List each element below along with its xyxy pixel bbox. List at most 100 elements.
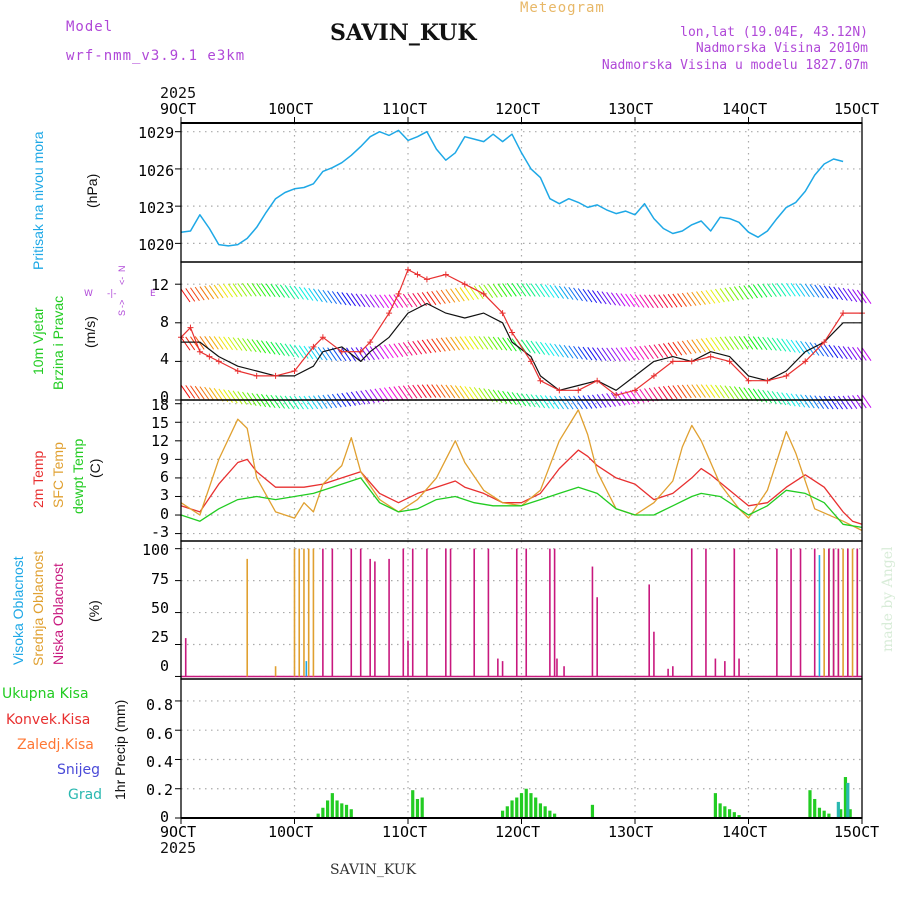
wind-gust-marker xyxy=(461,281,468,288)
wind-flag xyxy=(185,336,196,351)
date-bottom-4: 13OCT xyxy=(608,823,654,841)
precip-bar xyxy=(846,782,850,818)
wind-flag xyxy=(275,395,285,409)
wind-flag xyxy=(719,336,730,351)
wind-flag xyxy=(610,292,621,306)
t-tick-m3: -3 xyxy=(151,523,170,541)
wind-flag xyxy=(426,384,437,398)
wind-flag xyxy=(322,347,333,361)
wind-flag xyxy=(313,288,323,303)
wind-flag xyxy=(828,395,839,410)
wind-flag xyxy=(360,293,371,308)
wind-flag xyxy=(809,395,820,409)
wind-flag xyxy=(180,336,191,351)
wind-flag xyxy=(629,346,640,361)
t-tick-12: 12 xyxy=(151,432,170,450)
wind-flag xyxy=(275,342,285,356)
wind-flag xyxy=(800,340,810,355)
wind-flag xyxy=(804,283,815,298)
wind-flag xyxy=(573,287,583,302)
wind-flag xyxy=(705,337,716,352)
wind-flag xyxy=(284,343,295,358)
wind-gust-marker xyxy=(253,372,260,379)
wind-flag xyxy=(842,395,853,410)
page-title: SAVIN_KUK xyxy=(330,20,477,46)
date-top-4: 13OCT xyxy=(608,100,654,118)
wind-flag xyxy=(445,384,456,399)
wind-flag xyxy=(242,338,252,352)
wind-flag xyxy=(648,387,659,402)
wind-flag xyxy=(629,390,640,404)
wind-flag xyxy=(464,336,475,350)
precip-bar xyxy=(330,793,334,818)
wind-flag xyxy=(596,347,607,362)
wind-gust-marker xyxy=(206,353,213,360)
wind-flag xyxy=(577,395,588,410)
wind-flag xyxy=(227,283,238,298)
w-tick-4: 4 xyxy=(160,350,170,368)
wind-flag xyxy=(691,339,702,353)
wind-flag xyxy=(487,284,498,298)
wind-flag xyxy=(412,293,423,307)
wind-flag xyxy=(719,288,730,302)
wind-gust-marker xyxy=(215,358,222,365)
data-marks xyxy=(178,129,865,818)
p-tick-1020: 1020 xyxy=(138,236,175,254)
wind-flag xyxy=(558,344,569,358)
wind-flag xyxy=(696,291,706,305)
wind-flag xyxy=(246,392,257,406)
wind-flag xyxy=(639,294,650,308)
wind-flag xyxy=(237,283,248,297)
wind-flag xyxy=(265,340,276,355)
wind-gust-marker xyxy=(414,271,421,278)
legend-convective-rain: Konvek.Kisa xyxy=(6,712,91,728)
wind-flag xyxy=(284,395,295,410)
wind-flag xyxy=(232,283,243,297)
model-label: Model xyxy=(66,19,114,35)
wind-flag xyxy=(350,293,361,307)
wind-flag xyxy=(752,284,763,298)
wind-flag xyxy=(407,341,418,356)
wind-gust-marker xyxy=(196,348,203,355)
precip-bar xyxy=(534,797,538,818)
precip-bar xyxy=(344,804,349,818)
wind-flag xyxy=(615,292,626,307)
date-bottom-1: 10OCT xyxy=(268,823,314,841)
wind-flag xyxy=(667,293,678,308)
wind-flag xyxy=(450,384,460,399)
wind-flag xyxy=(194,286,205,301)
precip-bar xyxy=(519,793,524,818)
wind-flag xyxy=(549,395,560,410)
wind-flag xyxy=(435,384,446,398)
wind-flag xyxy=(719,385,730,399)
p-tick-1023: 1023 xyxy=(138,199,175,217)
wind-flag xyxy=(563,344,574,359)
pr-tick-02: 0.2 xyxy=(146,781,174,799)
wind-flag xyxy=(454,287,465,302)
wind-flag xyxy=(540,341,550,356)
wind-flag xyxy=(625,347,635,361)
wind-flag xyxy=(662,294,673,308)
legend-freezing-rain: Zaledj.Kisa xyxy=(17,737,94,753)
precip-bar xyxy=(543,806,547,818)
wind-gust-marker xyxy=(338,348,345,355)
wind-flag xyxy=(804,341,815,356)
wind-flag xyxy=(213,388,224,402)
precip-bar xyxy=(500,810,505,818)
wind-gust-marker xyxy=(575,387,582,394)
wind-flag xyxy=(696,384,706,398)
wind-flag xyxy=(502,390,512,405)
wind-gust-marker xyxy=(272,372,279,379)
wind-flag xyxy=(208,285,219,299)
wind-flag xyxy=(558,395,569,410)
wind-flag xyxy=(459,385,470,400)
wind-flag xyxy=(762,283,773,298)
wind-gust-marker xyxy=(726,358,733,365)
wind-flag xyxy=(421,339,432,354)
wind-flag xyxy=(700,290,711,305)
wind-flag xyxy=(365,294,375,308)
precip-bar xyxy=(808,790,812,818)
wind-gust-marker xyxy=(386,310,393,317)
wind-flag xyxy=(336,291,347,306)
